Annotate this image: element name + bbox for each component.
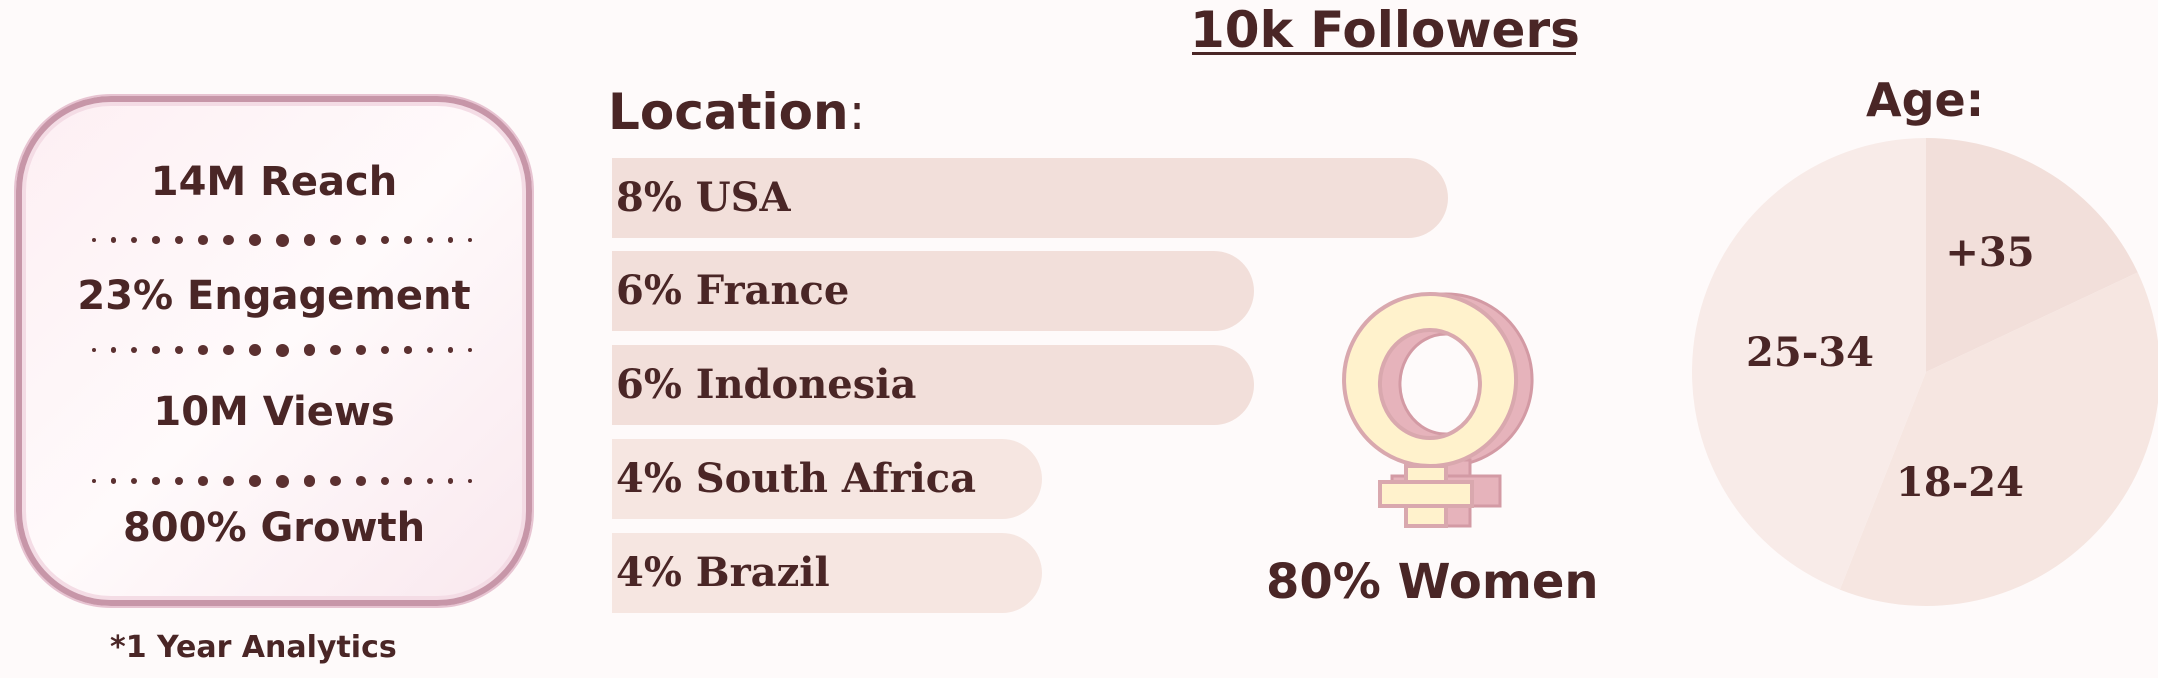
divider-dot <box>330 234 342 246</box>
location-bar <box>612 345 1254 425</box>
divider-dot <box>356 476 366 486</box>
divider-dot <box>303 234 316 246</box>
divider-dot <box>468 348 472 352</box>
location-bar <box>612 158 1448 238</box>
location-bar-label: 8% USA <box>616 174 791 221</box>
divider-dot <box>174 345 184 355</box>
divider-dot <box>275 474 289 488</box>
divider-dot <box>426 346 433 354</box>
divider-dot <box>303 344 316 356</box>
divider-dot <box>92 479 96 483</box>
pie-slice <box>1692 138 1926 590</box>
reach-stat: 14M Reach <box>150 159 398 205</box>
age-heading: Age: <box>1866 73 1985 127</box>
divider-dot <box>248 475 261 487</box>
divider-dot <box>222 344 234 356</box>
divider-dot <box>131 236 138 244</box>
divider-dot <box>380 235 390 245</box>
divider-dot <box>174 235 184 245</box>
location-bar <box>612 439 1042 519</box>
location-label: Location <box>608 83 849 141</box>
page-title: 10k Followers <box>1190 1 1580 59</box>
location-bar <box>612 251 1254 331</box>
divider-dot <box>111 478 117 484</box>
divider-dot <box>404 236 412 244</box>
title-underline <box>1192 52 1576 55</box>
divider-dot <box>330 475 342 487</box>
divider-dot <box>92 238 96 242</box>
divider-dot <box>152 477 160 485</box>
divider-dot <box>380 345 390 355</box>
location-bar-label: 4% Brazil <box>616 549 830 596</box>
divider-dot <box>248 234 261 246</box>
divider-dot <box>356 345 366 355</box>
divider-dot <box>248 344 261 356</box>
engagement-stat: 23% Engagement <box>77 273 471 319</box>
female-symbol-icon <box>1342 292 1534 528</box>
divider-dot <box>92 348 96 352</box>
divider-dot <box>468 479 472 483</box>
divider-dot <box>198 235 208 245</box>
divider-dot <box>447 478 453 484</box>
divider-dot <box>468 238 472 242</box>
divider-dot <box>222 475 234 487</box>
divider-dot <box>380 476 390 486</box>
age-pie-chart: +35 18-24 25-34 <box>1692 138 2158 606</box>
stats-card: 14M Reach 23% Engagement 10M Views 800% … <box>16 96 532 606</box>
divider-dot <box>303 475 316 487</box>
pie-slice <box>1926 138 2138 372</box>
location-heading: Location: <box>608 82 865 142</box>
divider-dot <box>152 236 160 244</box>
location-bar-label: 4% South Africa <box>616 455 976 502</box>
dot-divider <box>92 233 472 247</box>
pie-slice-label: 25-34 <box>1746 329 1874 376</box>
divider-dot <box>152 346 160 354</box>
women-percentage: 80% Women <box>1266 554 1599 610</box>
analytics-footnote: *1 Year Analytics <box>110 630 397 665</box>
pie-slice-label: 18-24 <box>1896 459 2024 506</box>
pie-slice-label: +35 <box>1945 229 2034 276</box>
location-colon: : <box>848 83 866 141</box>
dot-divider <box>92 343 472 357</box>
divider-dot <box>447 347 453 353</box>
divider-dot <box>330 344 342 356</box>
views-stat: 10M Views <box>153 389 395 435</box>
divider-dot <box>447 237 453 243</box>
divider-dot <box>111 237 117 243</box>
divider-dot <box>198 476 208 486</box>
growth-stat: 800% Growth <box>122 505 426 551</box>
location-bar <box>612 533 1042 613</box>
divider-dot <box>111 347 117 353</box>
divider-dot <box>131 346 138 354</box>
divider-dot <box>198 345 208 355</box>
divider-dot <box>275 343 289 357</box>
location-bar-label: 6% Indonesia <box>616 361 917 408</box>
divider-dot <box>404 477 412 485</box>
divider-dot <box>426 477 433 485</box>
pie-slice <box>1839 272 2158 606</box>
dot-divider <box>92 474 472 488</box>
divider-dot <box>404 346 412 354</box>
divider-dot <box>222 234 234 246</box>
divider-dot <box>131 477 138 485</box>
divider-dot <box>356 235 366 245</box>
location-bar-label: 6% France <box>616 267 850 314</box>
divider-dot <box>174 476 184 486</box>
divider-dot <box>275 233 289 247</box>
divider-dot <box>426 236 433 244</box>
